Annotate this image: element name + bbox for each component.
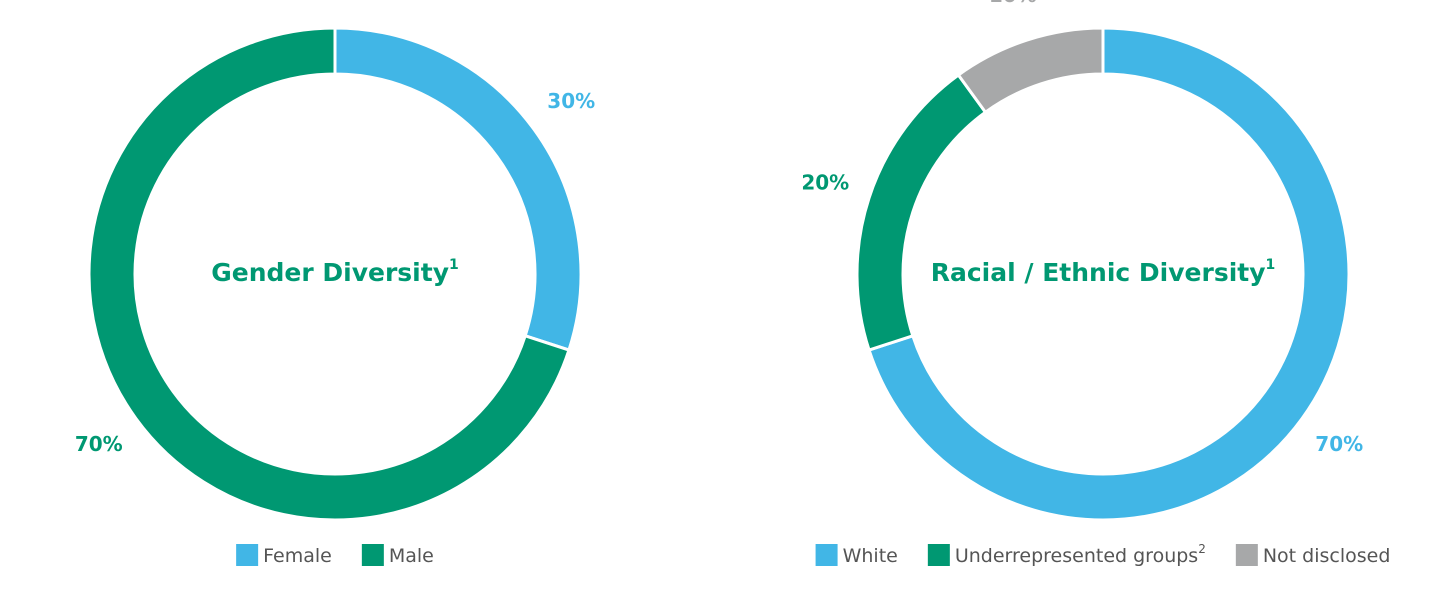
chart-title: Gender Diversity1 <box>211 257 459 287</box>
title-text: Gender Diversity <box>211 258 449 287</box>
legend: Female Male <box>236 544 434 567</box>
value-label: 20% <box>801 170 849 194</box>
legend-swatch <box>236 544 259 566</box>
value-label: 10% <box>989 0 1037 7</box>
value-label: 70% <box>75 432 123 456</box>
chart-title: Racial / Ethnic Diversity1 <box>931 257 1276 287</box>
legend-label: Underrepresented groups2 <box>955 542 1206 567</box>
legend-text: Not disclosed <box>1263 545 1391 567</box>
legend-swatch <box>815 544 838 566</box>
donut-segment <box>867 26 1351 522</box>
title-footnote: 1 <box>449 257 459 273</box>
donut-segment <box>956 26 1105 115</box>
legend-footnote: 2 <box>1198 542 1206 556</box>
legend-label: Female <box>263 545 332 567</box>
donut-segment <box>333 26 583 352</box>
legend-label: White <box>843 545 898 567</box>
legend-swatch <box>1235 544 1258 566</box>
donut-segment <box>87 26 571 522</box>
legend-swatch <box>927 544 950 566</box>
title-text: Racial / Ethnic Diversity <box>931 258 1266 287</box>
legend-swatch <box>361 544 384 566</box>
legend-label: Male <box>389 545 434 567</box>
legend-text: Female <box>263 545 332 567</box>
legend: White Underrepresented groups2 Not disclos… <box>815 542 1391 567</box>
legend-label: Not disclosed <box>1263 545 1391 567</box>
legend-text: Underrepresented groups <box>955 545 1198 567</box>
legend-text: Male <box>389 545 434 567</box>
value-label: 30% <box>547 89 595 113</box>
title-footnote: 1 <box>1266 257 1276 273</box>
donut-segment <box>855 72 988 352</box>
legend-text: White <box>843 545 898 567</box>
value-label: 70% <box>1315 432 1363 456</box>
